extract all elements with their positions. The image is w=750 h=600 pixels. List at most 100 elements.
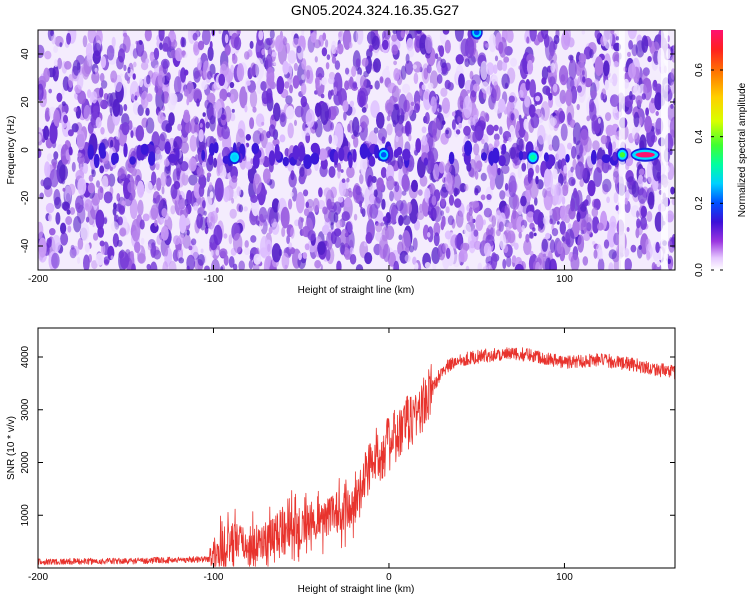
heatmap-cell xyxy=(129,156,137,165)
heatmap-cell xyxy=(51,33,56,45)
heatmap-cell xyxy=(348,41,353,49)
heatmap-cell xyxy=(53,45,58,53)
colorbar-ticks: 0.0 0.2 0.4 0.6 xyxy=(694,63,723,277)
x-tick-label: -200 xyxy=(28,274,48,285)
heatmap-cell xyxy=(252,154,260,169)
heatmap-cell xyxy=(417,189,423,196)
heatmap-cell xyxy=(179,194,183,200)
heatmap-cell xyxy=(213,157,218,168)
heatmap-cell xyxy=(249,89,258,109)
heatmap-cell xyxy=(178,257,184,264)
heatmap-cell xyxy=(155,147,161,155)
heatmap-cell xyxy=(359,173,364,185)
heatmap-cell xyxy=(140,91,149,109)
heatmap-cell xyxy=(310,32,317,43)
heatmap-cell xyxy=(165,123,172,133)
heatmap-cell xyxy=(655,241,660,254)
heatmap-cell xyxy=(250,235,257,243)
heatmap-cell xyxy=(116,55,124,70)
heatmap-cell xyxy=(289,191,294,197)
heatmap-cell xyxy=(252,106,257,113)
heatmap-cell xyxy=(635,95,643,106)
heatmap-cell xyxy=(511,255,517,263)
heatmap-cell xyxy=(480,110,486,124)
heatmap-cell xyxy=(567,37,575,48)
heatmap-cell xyxy=(232,263,238,270)
heatmap-cell xyxy=(544,168,553,192)
heatmap-cell xyxy=(70,244,75,250)
heatmap-cell xyxy=(110,221,119,232)
heatmap-cell xyxy=(186,97,190,106)
heatmap-cell xyxy=(222,155,230,165)
heatmap-cell xyxy=(229,81,235,89)
heatmap-cell xyxy=(473,143,480,156)
heatmap-cell xyxy=(454,188,460,195)
x-tick-label: 0 xyxy=(386,274,392,285)
heatmap-cell xyxy=(248,259,254,270)
heatmap-cell xyxy=(99,240,105,247)
heatmap-cell xyxy=(533,232,537,237)
heatmap-cell xyxy=(207,46,214,61)
heatmap-cell xyxy=(91,91,98,104)
snr-series-line xyxy=(38,347,675,567)
heatmap-cell xyxy=(448,194,455,206)
heatmap-cell xyxy=(159,42,163,51)
heatmap-cell xyxy=(333,228,342,237)
heatmap-cell xyxy=(190,238,197,246)
heatmap-cell xyxy=(333,201,342,215)
heatmap-cell xyxy=(219,88,228,102)
heatmap-cell xyxy=(667,240,673,248)
heatmap-cell xyxy=(429,147,439,163)
heatmap-cell xyxy=(53,59,58,68)
heatmap-cell xyxy=(454,110,458,119)
x-tick-label: -100 xyxy=(203,274,223,285)
heatmap-cell xyxy=(201,30,211,46)
heatmap-cell xyxy=(592,241,596,245)
heatmap-cell xyxy=(95,117,102,129)
heatmap-cell xyxy=(589,48,594,59)
heatmap-cell xyxy=(117,168,126,180)
heatmap-cell xyxy=(296,45,302,54)
heatmap-cell xyxy=(320,93,325,99)
heatmap-cell xyxy=(498,41,504,54)
heatmap-cell xyxy=(123,104,128,112)
heatmap-cell xyxy=(627,30,637,40)
heatmap-cell xyxy=(275,211,280,223)
heatmap-cell xyxy=(475,160,483,170)
heatmap-cell xyxy=(361,57,369,67)
heatmap-cell xyxy=(142,213,150,222)
heatmap-cell xyxy=(303,154,312,170)
heatmap-cell xyxy=(279,134,286,143)
heatmap-cell xyxy=(365,166,374,188)
heatmap-cell xyxy=(421,135,428,146)
heatmap-cell xyxy=(576,154,580,160)
heatmap-cell xyxy=(440,220,445,231)
heatmap-cell xyxy=(448,151,455,165)
heatmap-cell xyxy=(167,92,177,111)
heatmap-cell xyxy=(95,71,99,76)
heatmap-cell xyxy=(499,233,507,250)
heatmap-cell xyxy=(559,221,566,235)
heatmap-cell xyxy=(250,62,257,77)
snr-y-ticks: 1000 2000 3000 4000 xyxy=(20,345,675,526)
heatmap-cell xyxy=(312,198,320,213)
heatmap-cell xyxy=(208,182,213,191)
heatmap-cell xyxy=(542,215,550,226)
heatmap-cell xyxy=(342,100,349,113)
heatmap-cell xyxy=(392,120,396,128)
heatmap-cell xyxy=(458,249,468,263)
heatmap-cell xyxy=(528,231,534,239)
heatmap-cell xyxy=(192,32,198,41)
heatmap-cell xyxy=(402,215,411,226)
heatmap-cell xyxy=(262,168,271,184)
heatmap-cell xyxy=(369,203,379,219)
heatmap-cell xyxy=(305,201,310,209)
heatmap-cell xyxy=(561,184,569,197)
heatmap-cell xyxy=(160,226,169,241)
heatmap-cell xyxy=(505,222,511,234)
heatmap-cell xyxy=(382,243,391,263)
heatmap-cell xyxy=(147,243,152,251)
heatmap-cell xyxy=(537,227,542,232)
heatmap-cell xyxy=(477,262,483,270)
heatmap-cell xyxy=(373,189,378,197)
